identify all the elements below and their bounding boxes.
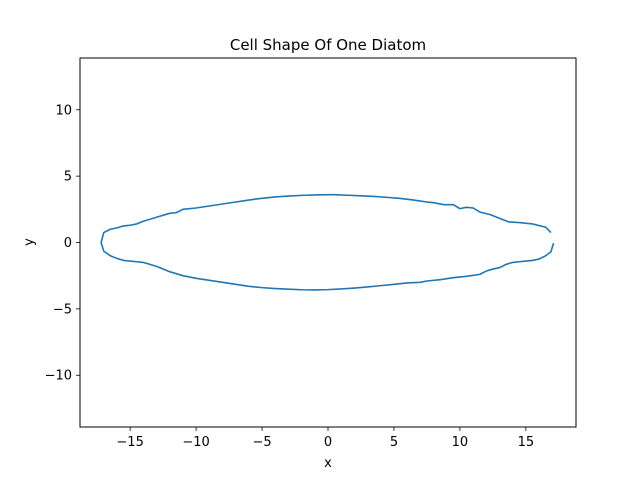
x-tick-label: 5 [390,435,398,450]
y-axis: −10 −5 0 5 10 [45,103,80,384]
y-tick-label: 10 [55,103,72,118]
x-tick-label: −10 [182,435,209,450]
x-tick-label: 15 [518,435,535,450]
y-axis-label: y [22,238,37,246]
x-tick-label: 10 [452,435,469,450]
y-tick-label: 0 [64,236,72,251]
y-tick-label: −5 [53,302,72,317]
chart-title: Cell Shape Of One Diatom [230,36,426,54]
y-tick-label: 5 [64,170,72,185]
plot-area [100,193,555,291]
plot-frame [79,57,577,428]
x-tick-label: 0 [324,435,332,450]
x-tick-label: −5 [252,435,271,450]
y-tick-label: −10 [45,369,72,384]
x-axis-label: x [324,456,332,471]
x-tick-label: −15 [116,435,143,450]
series-line-0 [100,193,555,291]
x-axis: −15 −10 −5 0 5 10 15 [116,427,534,450]
